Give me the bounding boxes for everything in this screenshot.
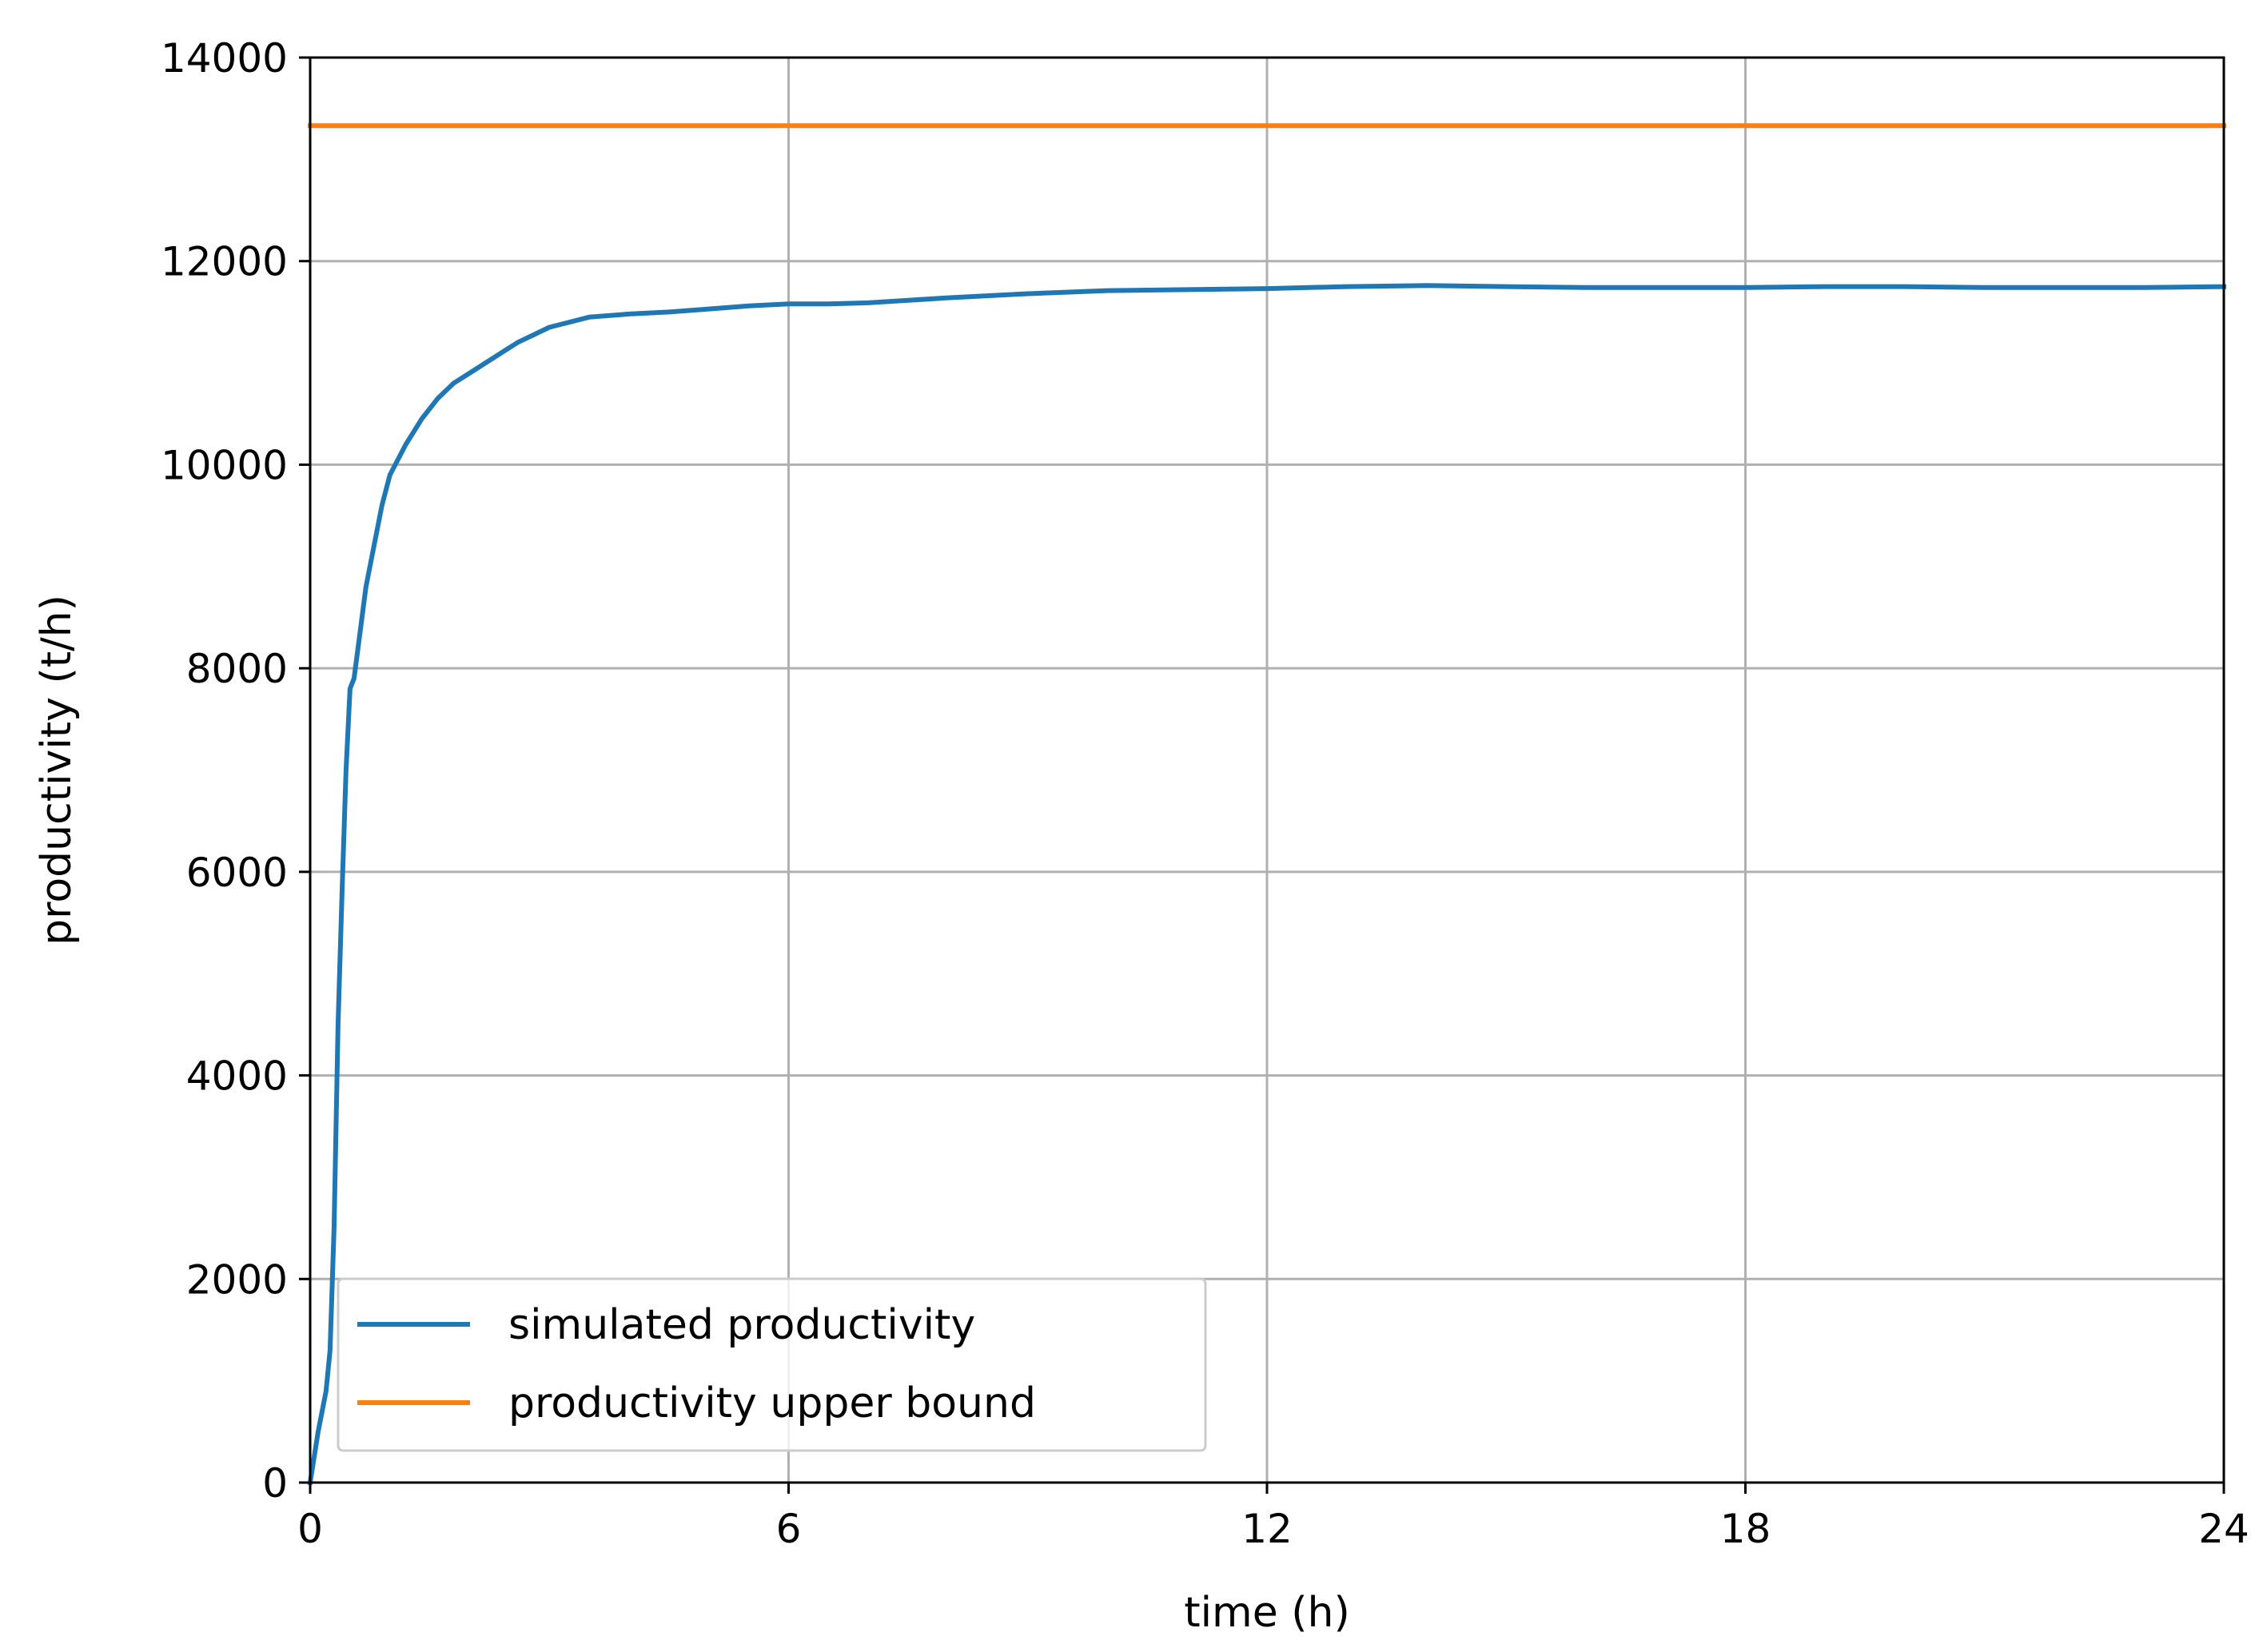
y-tick-label: 12000 (161, 239, 288, 285)
y-tick-label: 4000 (186, 1053, 288, 1100)
legend-box (337, 1277, 1207, 1452)
x-tick-label: 0 (297, 1506, 323, 1552)
x-tick-label: 12 (1241, 1506, 1293, 1552)
legend: simulated productivity productivity uppe… (337, 1277, 1207, 1452)
grid-lines (309, 56, 2225, 1484)
axis-ticks: 0 6 12 18 24 0 2000 4000 6000 8000 10000 12000 14000 (161, 35, 2249, 1552)
series-line-simulated-productivity (307, 283, 2227, 1486)
y-tick-label: 14000 (161, 35, 288, 82)
legend-label-productivity-upper-bound: productivity upper bound (508, 1379, 1036, 1427)
y-tick-label: 8000 (186, 646, 288, 692)
x-axis-label: time (h) (1184, 1589, 1350, 1637)
x-tick-label: 18 (1720, 1506, 1771, 1552)
y-axis-label: productivity (t/h) (33, 595, 81, 945)
y-tick-label: 0 (262, 1460, 288, 1507)
x-tick-label: 6 (776, 1506, 802, 1552)
y-tick-label: 6000 (186, 850, 288, 896)
y-tick-label: 10000 (161, 442, 288, 488)
y-tick-label: 2000 (186, 1256, 288, 1303)
series-layer (307, 123, 2227, 1486)
x-tick-label: 24 (2198, 1506, 2249, 1552)
legend-label-simulated-productivity: simulated productivity (508, 1301, 975, 1349)
